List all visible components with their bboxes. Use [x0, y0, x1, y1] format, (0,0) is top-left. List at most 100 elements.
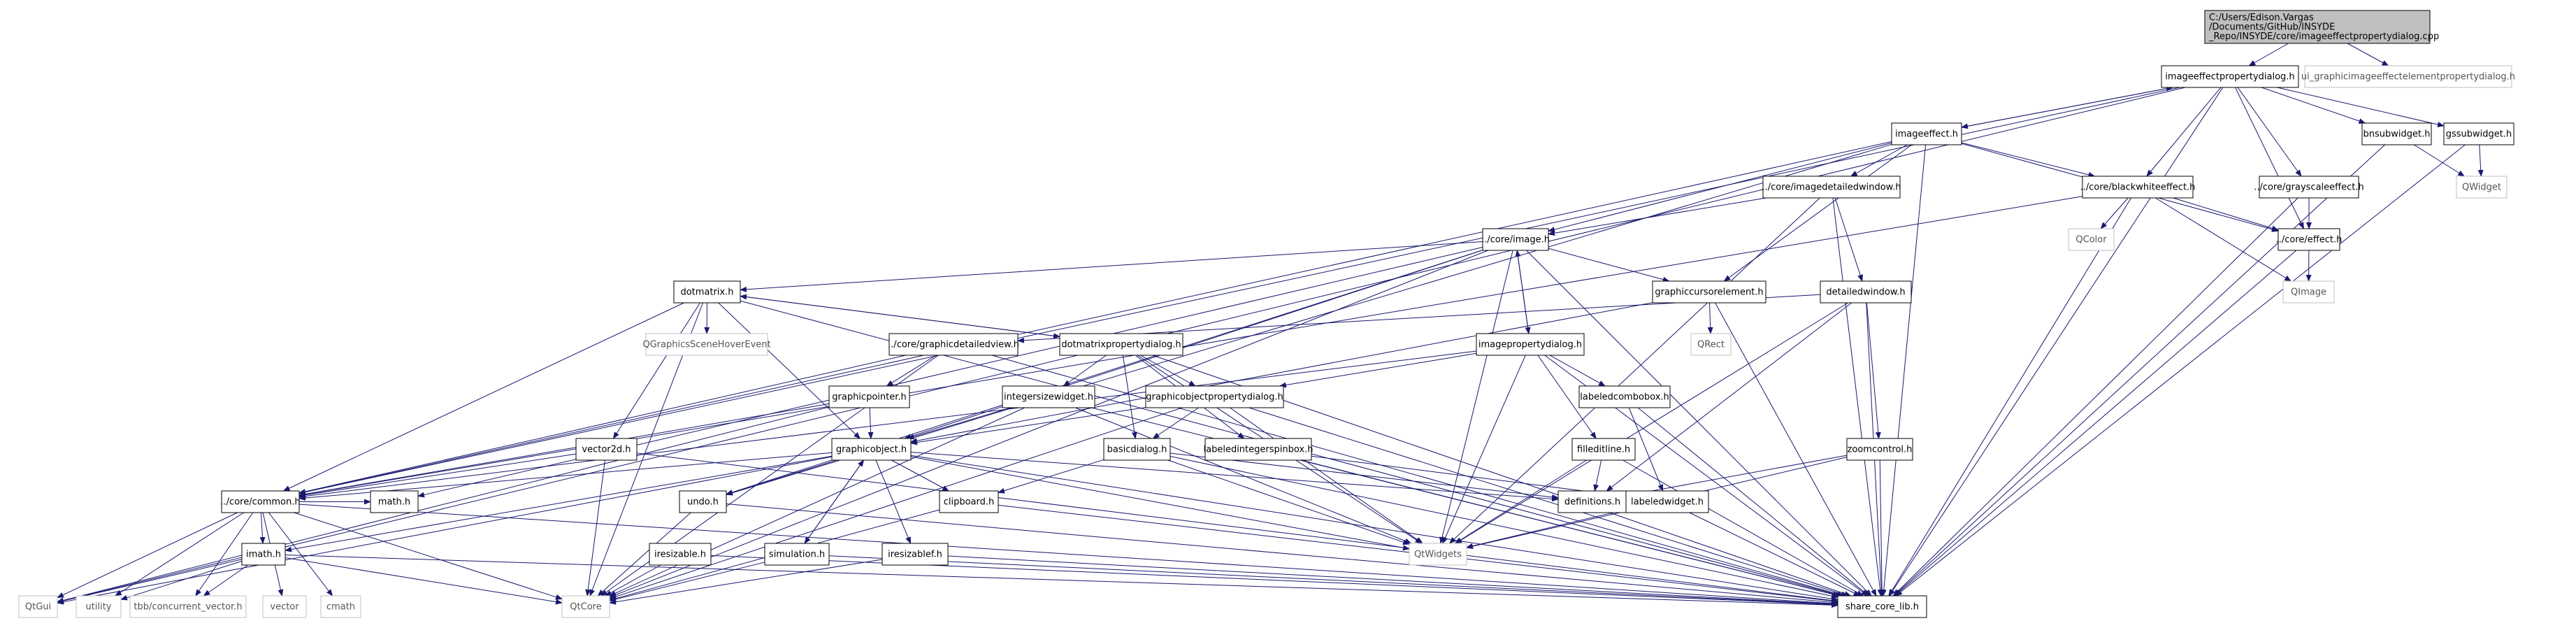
node-imageeffect-h[interactable]: imageeffect.h: [1891, 122, 1962, 145]
node-clipboard-h[interactable]: clipboard.h: [939, 490, 999, 513]
edge-imageeffectpropertydialog_h-to-effect_h: [2235, 87, 2304, 229]
node-vector2d-h[interactable]: vector2d.h: [575, 438, 638, 461]
node-gssubwidget-h[interactable]: gssubwidget.h: [2443, 122, 2514, 145]
edge-basicdialog_h-to-definitions_h: [1170, 452, 1559, 500]
node-label: dotmatrixpropertydialog.h: [1061, 339, 1181, 350]
node-iresizable-h[interactable]: iresizable.h: [649, 543, 712, 566]
node-filleditline-h[interactable]: filleditline.h: [1571, 438, 1636, 461]
node-label: QGraphicsSceneHoverEvent: [642, 339, 770, 350]
node-box: [320, 595, 361, 618]
dependency-edges: [57, 43, 2484, 608]
node-label: definitions.h: [1564, 497, 1620, 507]
edge-graphicpointer_h-to-QtGui: [57, 406, 830, 604]
node-QGraphicsSceneHoverEvent[interactable]: QGraphicsSceneHoverEvent: [642, 333, 771, 356]
node-box: [764, 543, 830, 566]
node-integersizewidget-h[interactable]: integersizewidget.h: [1002, 385, 1095, 408]
node-graphicobjectpropertydialog-h[interactable]: graphicobjectpropertydialog.h: [1145, 385, 1284, 408]
edge-image_h-to-QtWidgets: [1439, 250, 1513, 544]
node-imagepropertydialog-h[interactable]: imagepropertydialog.h: [1476, 333, 1585, 356]
node-dotmatrix-h[interactable]: dotmatrix.h: [673, 280, 741, 304]
node-label: math.h: [378, 497, 410, 507]
node-QtCore[interactable]: QtCore: [561, 595, 610, 618]
edge-image_h-to-graphicobject_h: [904, 250, 1483, 440]
edge-basicdialog_h-to-QtWidgets: [1167, 459, 1410, 545]
edge-imagepropertydialog_h-to-graphicobjectpropertydialog_h: [1279, 352, 1477, 388]
node-dotmatrixpropertydialog-h[interactable]: dotmatrixpropertydialog.h: [1059, 333, 1183, 356]
edge-graphicobjectpropertydialog_h-to-QtCore: [609, 407, 1183, 600]
node-QWidget[interactable]: QWidget: [2456, 176, 2507, 199]
edge-dotmatrixpropertydialog_h-to-integersizewidget_h: [1063, 355, 1107, 387]
edge-graphicdetailedview_h-to-common_h: [298, 355, 906, 494]
node-vector[interactable]: vector: [262, 595, 307, 618]
node-iresizablef-h[interactable]: iresizablef.h: [882, 543, 949, 566]
edge-imath_h-to-QtCore: [285, 557, 563, 605]
node-box: [221, 490, 300, 513]
node-graphicpointer-h[interactable]: graphicpointer.h: [828, 385, 910, 408]
node-imagedetailedwindow-h[interactable]: ../core/imagedetailedwindow.h: [1762, 176, 1901, 199]
node-label: _Repo/INSYDE/core/imageeffectpropertydia…: [2208, 31, 2439, 42]
edge-imagepropertydialog_h-to-common_h: [298, 350, 1477, 499]
node-image-h[interactable]: ../core/image.h: [1481, 228, 1550, 251]
node-blackwhiteeffect-h[interactable]: ../core/blackwhiteeffect.h: [2080, 176, 2196, 199]
node-QRect[interactable]: QRect: [1690, 333, 1732, 356]
edge-common_h-to-concurrent_vector_h: [195, 512, 254, 597]
node-graphicdetailedview-h[interactable]: ../core/graphicdetailedview.h: [888, 333, 1019, 356]
node-detailedwindow-h[interactable]: detailedwindow.h: [1820, 280, 1912, 304]
node-labeledcombobox-h[interactable]: labeledcombobox.h: [1578, 385, 1671, 408]
node-math-h[interactable]: math.h: [370, 490, 419, 513]
node-box: [2161, 65, 2299, 88]
edge-vector2d_h-to-QtCore: [585, 459, 605, 597]
node-label: labeledcombobox.h: [1580, 392, 1669, 402]
node-QtWidgets[interactable]: QtWidgets: [1409, 543, 1467, 566]
node-box: [2304, 65, 2512, 88]
node-labeledintegerspinbox-h[interactable]: labeledintegerspinbox.h: [1204, 438, 1314, 461]
edge-detailedwindow_h-to-definitions_h: [1606, 302, 1852, 492]
edge-dotmatrixpropertydialog_h-to-basicdialog_h: [1122, 355, 1137, 439]
node-graphicobject-h[interactable]: graphicobject.h: [831, 438, 912, 461]
edge-common_h-to-QtCore: [294, 512, 563, 600]
node-ui-h[interactable]: ui_graphicimageeffectelementpropertydial…: [2301, 65, 2515, 88]
edge-iresizablef_h-to-share_core_lib_h: [947, 555, 1839, 607]
node-simulation-h[interactable]: simulation.h: [764, 543, 830, 566]
node-root[interactable]: C:/Users/Edison.Vargas/Documents/GitHub/…: [2204, 10, 2439, 44]
node-label: cmath: [326, 601, 355, 612]
node-box: [1557, 490, 1627, 513]
edge-blackwhiteeffect_h-to-share_core_lib_h: [1888, 197, 2131, 597]
node-effect-h[interactable]: ../core/effect.h: [2276, 228, 2343, 251]
node-grayscaleeffect-h[interactable]: ../core/grayscaleeffect.h: [2254, 176, 2364, 199]
edge-imath_h-to-share_core_lib_h: [285, 555, 1839, 608]
edge-undo_h-to-QtCore: [597, 512, 691, 597]
edge-graphicpointer_h-to-common_h: [298, 403, 830, 497]
node-imath-h[interactable]: imath.h: [241, 543, 286, 566]
node-box: [645, 333, 768, 356]
node-common-h[interactable]: ../core/common.h: [220, 490, 301, 513]
node-graphiccursorelement-h[interactable]: graphiccursorelement.h: [1652, 280, 1766, 304]
edge-dotmatrix_h-to-common_h: [282, 302, 684, 492]
node-zoomcontrol-h[interactable]: zoomcontrol.h: [1846, 438, 1913, 461]
edge-graphicobject_h-to-iresizablef_h: [875, 459, 912, 544]
edge-dotmatrixpropertydialog_h-to-graphicobjectpropertydialog_h: [1140, 355, 1196, 387]
node-undo-h[interactable]: undo.h: [679, 490, 727, 513]
node-box: [1145, 385, 1284, 408]
node-label: filleditline.h: [1577, 444, 1630, 455]
node-QImage[interactable]: QImage: [2282, 280, 2335, 304]
node-basicdialog-h[interactable]: basicdialog.h: [1103, 438, 1171, 461]
node-concurrent-vector-h[interactable]: tbb/concurrent_vector.h: [129, 595, 247, 618]
node-cmath[interactable]: cmath: [320, 595, 361, 618]
node-utility[interactable]: utility: [75, 595, 122, 618]
node-box: [2278, 228, 2340, 251]
node-share-core-lib-h[interactable]: share_core_lib.h: [1837, 595, 1927, 618]
node-label: ../core/image.h: [1481, 234, 1550, 245]
node-box: [2082, 176, 2194, 199]
node-bnsubwidget-h[interactable]: bnsubwidget.h: [2361, 122, 2432, 145]
node-labeledwidget-h[interactable]: labeledwidget.h: [1625, 490, 1709, 513]
node-box: [831, 438, 912, 461]
node-definitions-h[interactable]: definitions.h: [1557, 490, 1627, 513]
node-label: QtGui: [25, 601, 51, 612]
node-imageeffectpropertydialog-h[interactable]: imageeffectpropertydialog.h: [2161, 65, 2299, 88]
node-label: QWidget: [2462, 182, 2501, 192]
node-QtGui[interactable]: QtGui: [18, 595, 58, 618]
node-QColor[interactable]: QColor: [2068, 228, 2115, 251]
edge-imagedetailedwindow_h-to-detailedwindow_h: [1834, 197, 1863, 282]
